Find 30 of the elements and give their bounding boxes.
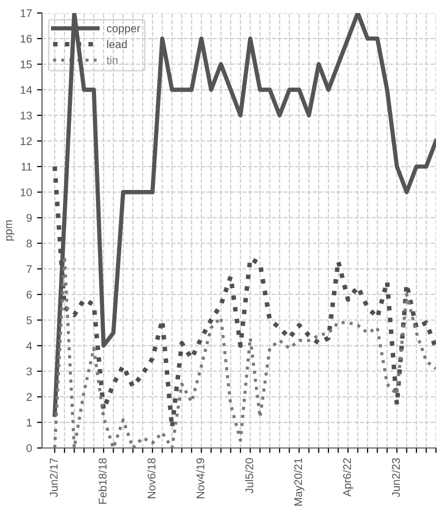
y-tick-label: 13 [20, 112, 32, 120]
x-tick-label: Jun2/23 [392, 458, 400, 498]
y-tick-label: 14 [20, 86, 32, 94]
y-tick-label: 10 [20, 188, 32, 196]
x-tick-label: Apr6/22 [342, 458, 354, 497]
y-tick-label: 9 [26, 214, 32, 222]
y-axis-title: ppm [6, 220, 14, 241]
x-tick-label: May20/21 [294, 458, 304, 506]
legend-label: tin [106, 56, 118, 64]
legend-label: copper [106, 26, 140, 34]
y-tick-label: 16 [20, 34, 32, 43]
y-tick-label: 15 [20, 60, 32, 68]
x-tick-label: Jul5/20 [245, 458, 254, 494]
y-tick-label: 2 [26, 393, 32, 401]
y-tick-label: 5 [26, 316, 32, 324]
y-tick-label: 3 [26, 368, 32, 376]
y-tick-label: 12 [20, 137, 32, 145]
y-tick-label: 11 [22, 162, 32, 171]
y-tick-label: 6 [26, 290, 32, 299]
x-tick-label: Feb18/18 [98, 458, 107, 504]
x-tick-label: Nov4/19 [196, 458, 204, 498]
y-tick-label: 1 [26, 418, 32, 426]
legend-label: lead [107, 40, 127, 48]
y-tick-label: 0 [26, 444, 32, 452]
y-tick-label: 4 [26, 342, 32, 350]
x-tick-label: Nov6/18 [147, 458, 156, 498]
x-tick-label: Jun2/17 [50, 458, 58, 498]
y-tick-label: 8 [26, 240, 32, 248]
y-tick-label: 7 [26, 265, 32, 273]
y-tick-label: 17 [20, 9, 32, 18]
